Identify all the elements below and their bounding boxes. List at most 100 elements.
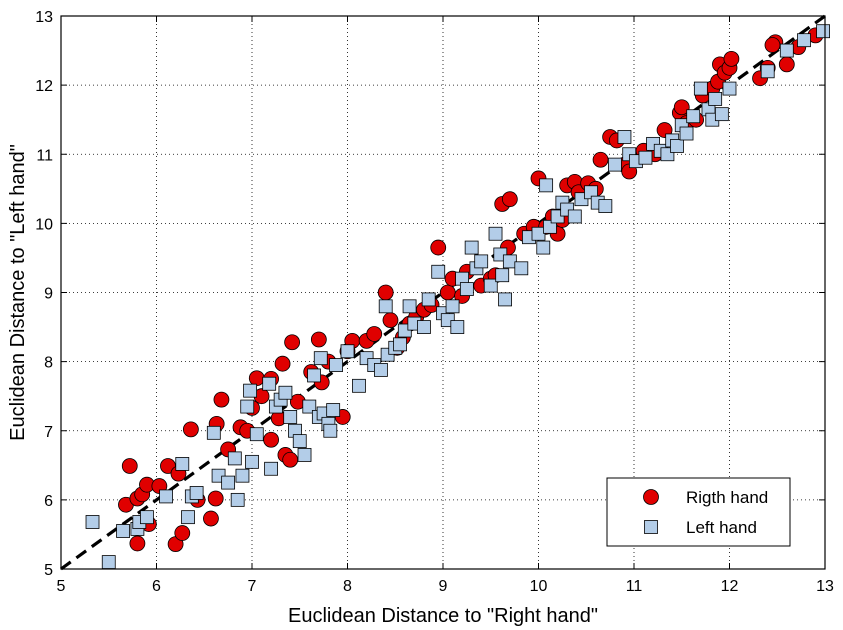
left-hand-point bbox=[797, 33, 811, 48]
left-hand-point bbox=[175, 457, 190, 471]
left-hand-point bbox=[483, 278, 498, 293]
y-tick-label: 7 bbox=[44, 424, 53, 441]
rigth-hand-point bbox=[382, 312, 399, 329]
rigth-hand-point bbox=[174, 525, 191, 541]
left-hand-point bbox=[206, 425, 221, 440]
left-hand-point bbox=[686, 109, 701, 124]
left-hand-point bbox=[498, 292, 512, 307]
rigth-hand-point bbox=[282, 451, 299, 468]
left-hand-point bbox=[464, 240, 479, 255]
left-hand-point bbox=[450, 320, 465, 334]
left-hand-point bbox=[722, 81, 737, 96]
left-hand-point bbox=[445, 299, 460, 314]
rigth-hand-point bbox=[439, 284, 456, 301]
x-tick-label: 10 bbox=[530, 578, 548, 595]
x-tick-label: 9 bbox=[439, 578, 448, 595]
left-hand-point bbox=[693, 81, 708, 96]
left-hand-point bbox=[431, 264, 446, 279]
left-hand-point bbox=[140, 510, 154, 525]
left-hand-point bbox=[297, 448, 312, 462]
y-tick-label: 10 bbox=[35, 216, 53, 233]
rigth-hand-point bbox=[207, 490, 224, 507]
data-points bbox=[85, 24, 830, 569]
axis-ticks: 5 6 7 8 9 10 11 12 13 5 6 7 8 9 10 11 12 13 bbox=[35, 9, 834, 595]
left-hand-point bbox=[488, 226, 503, 241]
y-tick-label: 11 bbox=[36, 147, 53, 164]
left-hand-point bbox=[245, 454, 259, 469]
left-hand-point bbox=[313, 351, 328, 366]
rigth-hand-point bbox=[501, 191, 518, 208]
left-hand-point bbox=[159, 489, 173, 504]
left-hand-point bbox=[543, 219, 557, 234]
rigth-hand-point bbox=[430, 239, 447, 256]
rigth-hand-point bbox=[377, 284, 394, 301]
left-hand-point bbox=[617, 130, 632, 144]
left-hand-point bbox=[598, 199, 613, 213]
left-hand-point bbox=[181, 510, 195, 525]
left-hand-point bbox=[235, 468, 250, 483]
rigth-hand-point bbox=[778, 56, 795, 73]
legend-box bbox=[606, 477, 791, 547]
rigth-hand-point bbox=[274, 355, 291, 372]
legend: Rigth hand Left hand bbox=[606, 477, 791, 547]
left-hand-point bbox=[340, 344, 355, 359]
left-hand-point bbox=[531, 226, 546, 241]
left-hand-point bbox=[85, 515, 100, 529]
x-tick-label: 6 bbox=[152, 578, 161, 595]
left-hand-point bbox=[779, 43, 794, 58]
reference-diagonal-line bbox=[60, 14, 826, 571]
x-tick-label: 12 bbox=[721, 578, 739, 595]
rigth-hand-point bbox=[673, 99, 690, 116]
rigth-hand-point bbox=[203, 510, 219, 527]
left-hand-point bbox=[536, 240, 551, 255]
x-axis-label: Euclidean Distance to "Right hand" bbox=[288, 605, 598, 627]
y-tick-label: 8 bbox=[44, 355, 53, 372]
legend-marker-rigth-hand bbox=[643, 489, 659, 505]
rigth-hand-point bbox=[723, 50, 740, 67]
left-hand-point bbox=[227, 451, 242, 466]
left-hand-point bbox=[352, 378, 366, 393]
rigth-hand-point bbox=[121, 458, 138, 474]
left-hand-point bbox=[567, 209, 582, 224]
y-tick-label: 9 bbox=[44, 286, 53, 303]
left-hand-point bbox=[278, 385, 293, 400]
left-hand-point bbox=[326, 403, 341, 417]
legend-label-rigth-hand: Rigth hand bbox=[686, 488, 768, 507]
rigth-hand-point bbox=[182, 421, 199, 438]
left-hand-point bbox=[283, 410, 298, 424]
left-hand-point bbox=[670, 139, 684, 153]
left-hand-point bbox=[230, 492, 245, 507]
left-hand-point bbox=[302, 399, 317, 414]
left-hand-point bbox=[714, 107, 729, 122]
left-hand-point bbox=[221, 475, 236, 490]
left-hand-point bbox=[323, 423, 338, 438]
left-hand-point bbox=[502, 254, 517, 269]
left-hand-point bbox=[240, 399, 255, 414]
rigth-hand-point bbox=[263, 431, 280, 448]
left-hand-point bbox=[189, 486, 204, 500]
y-tick-label: 13 bbox=[35, 9, 53, 26]
rigth-hand-point bbox=[129, 535, 146, 552]
legend-marker-left-hand bbox=[644, 520, 658, 534]
x-tick-label: 11 bbox=[626, 578, 643, 595]
rigth-hand-point bbox=[248, 370, 265, 387]
left-hand-point bbox=[514, 261, 529, 276]
y-axis-label: Euclidean Distance to "Left hand" bbox=[7, 144, 29, 441]
left-hand-point bbox=[539, 178, 554, 193]
left-hand-point bbox=[292, 434, 307, 449]
left-hand-point bbox=[679, 126, 694, 141]
left-hand-point bbox=[459, 282, 474, 296]
left-hand-point bbox=[816, 24, 830, 39]
left-hand-point bbox=[307, 368, 321, 383]
left-hand-point bbox=[495, 268, 510, 283]
left-hand-point bbox=[608, 157, 622, 172]
left-hand-point bbox=[264, 461, 279, 476]
y-tick-label: 5 bbox=[44, 562, 53, 579]
rigth-hand-point bbox=[592, 151, 609, 168]
legend-label-left-hand: Left hand bbox=[686, 518, 757, 537]
rigth-hand-point bbox=[366, 326, 383, 342]
rigth-hand-point bbox=[310, 331, 327, 348]
left-hand-point bbox=[101, 555, 116, 569]
y-tick-label: 6 bbox=[44, 493, 53, 510]
